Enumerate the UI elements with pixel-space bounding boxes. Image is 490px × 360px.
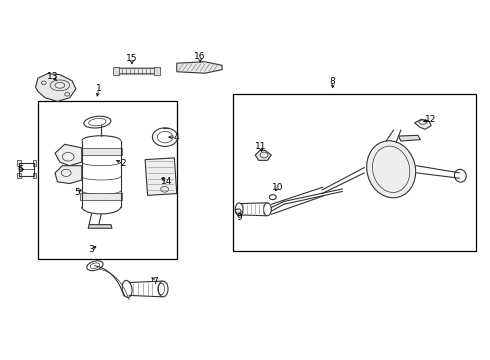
Polygon shape bbox=[255, 150, 271, 160]
Polygon shape bbox=[35, 73, 76, 102]
Text: 5: 5 bbox=[74, 188, 80, 197]
Polygon shape bbox=[88, 225, 112, 228]
Bar bbox=[17, 173, 21, 178]
Polygon shape bbox=[415, 119, 431, 129]
Text: 8: 8 bbox=[330, 77, 336, 86]
Text: 6: 6 bbox=[17, 165, 23, 174]
Text: 16: 16 bbox=[195, 52, 206, 61]
Bar bbox=[17, 160, 21, 166]
Bar bbox=[154, 67, 160, 75]
Text: 7: 7 bbox=[152, 277, 158, 286]
Bar bbox=[80, 193, 122, 200]
Text: 9: 9 bbox=[236, 213, 242, 222]
Text: 3: 3 bbox=[89, 245, 95, 254]
Polygon shape bbox=[55, 144, 82, 166]
Text: 14: 14 bbox=[161, 177, 173, 186]
Text: 13: 13 bbox=[47, 72, 58, 81]
Text: 15: 15 bbox=[126, 54, 138, 63]
Bar bbox=[114, 67, 119, 75]
Bar bbox=[80, 148, 122, 155]
Polygon shape bbox=[145, 158, 177, 195]
Bar bbox=[233, 94, 476, 251]
Bar bbox=[38, 102, 177, 258]
Bar bbox=[32, 173, 36, 178]
Text: 1: 1 bbox=[96, 84, 102, 93]
Bar bbox=[32, 160, 36, 166]
Polygon shape bbox=[55, 166, 82, 184]
Polygon shape bbox=[398, 135, 420, 141]
Polygon shape bbox=[115, 68, 159, 74]
Text: 10: 10 bbox=[272, 183, 283, 192]
Text: 4: 4 bbox=[174, 132, 180, 141]
Polygon shape bbox=[177, 62, 222, 73]
Text: 2: 2 bbox=[121, 159, 126, 168]
Text: 12: 12 bbox=[424, 115, 436, 124]
Ellipse shape bbox=[367, 141, 416, 198]
Text: 11: 11 bbox=[255, 141, 267, 150]
